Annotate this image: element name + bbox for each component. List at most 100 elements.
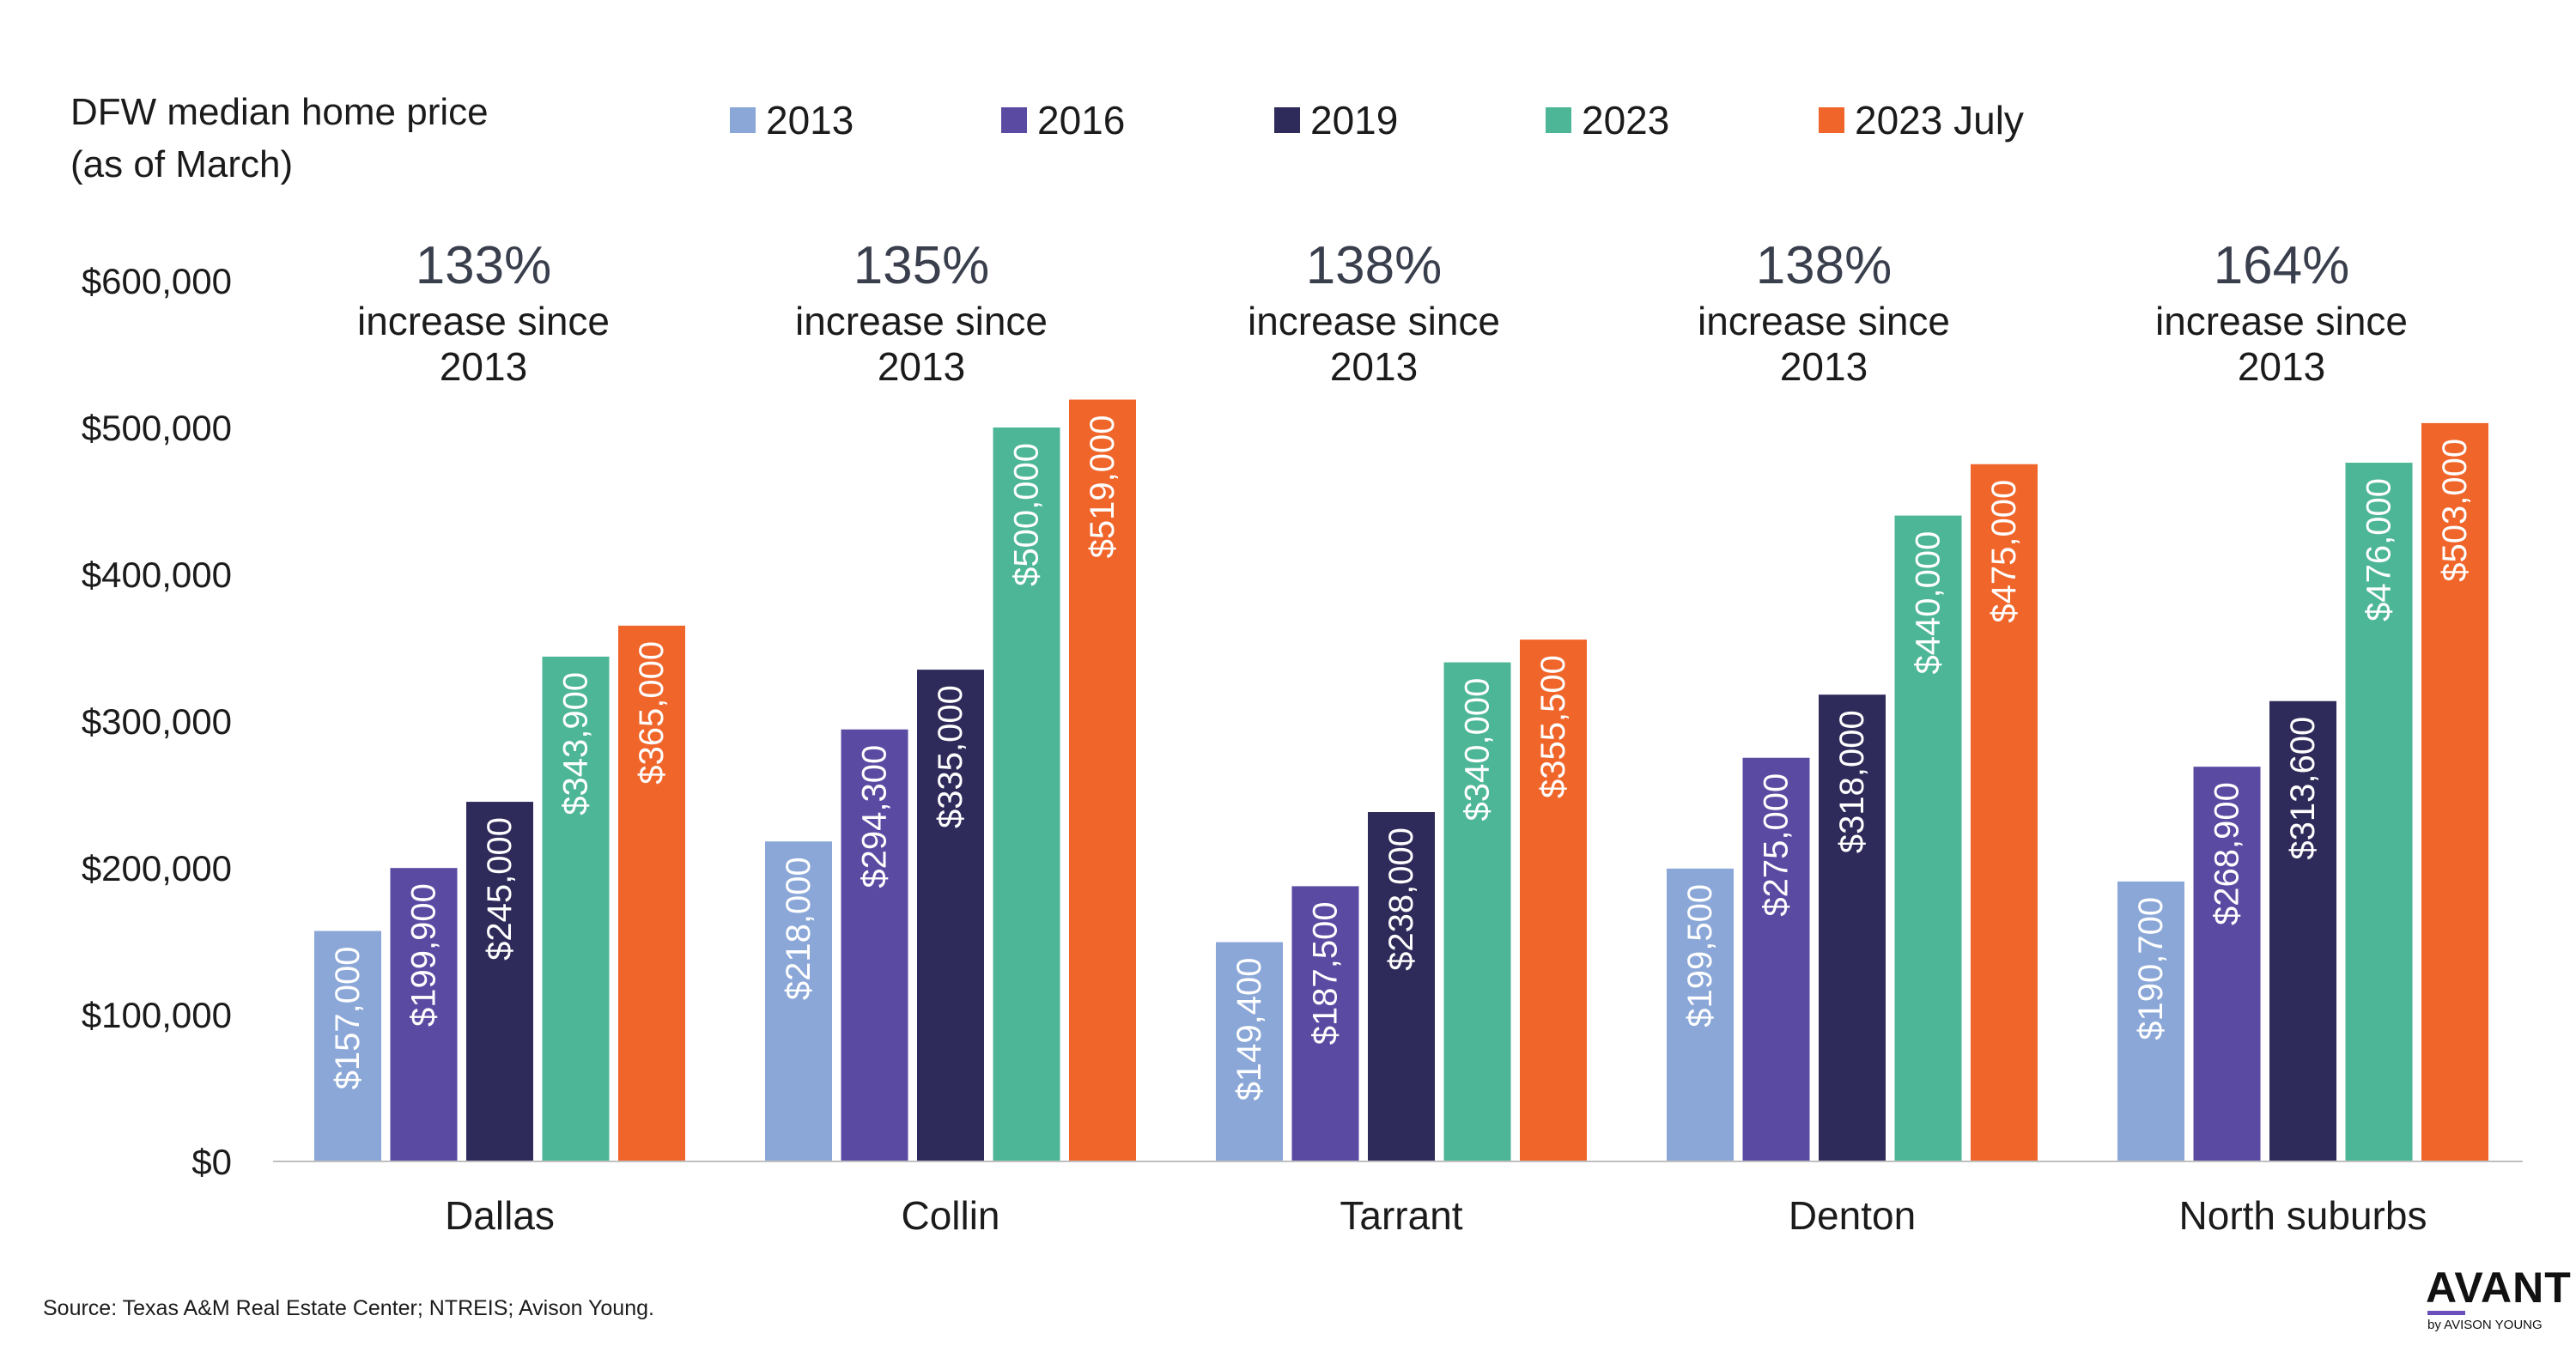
bar: [2269, 700, 2336, 1161]
data-label: $157,000: [329, 947, 367, 1090]
chart-title: DFW median home price (as of March): [70, 91, 489, 185]
increase-text: increase since: [2155, 299, 2408, 343]
data-label: $340,000: [1459, 678, 1497, 822]
data-label: $238,000: [1382, 828, 1420, 971]
x-axis: Dallas Collin Tarrant Denton North suburbs: [273, 1161, 2523, 1238]
bar: [466, 802, 533, 1161]
bar: [542, 656, 610, 1161]
bar-group-denton: $199,500 $275,000 $318,000 $440,000 $475,000: [1667, 464, 2038, 1161]
chart-title-line-1: DFW median home price: [70, 91, 489, 133]
bar: [618, 625, 685, 1161]
legend-swatch: [730, 107, 756, 133]
chart-title-line-2: (as of March): [70, 143, 293, 185]
data-label: $275,000: [1758, 773, 1795, 917]
bar: [1069, 399, 1136, 1161]
bar: [2117, 881, 2184, 1161]
y-tick-label: $600,000: [82, 261, 232, 301]
y-axis: $0 $100,000 $200,000 $300,000 $400,000 $500,0…: [82, 261, 232, 1182]
y-tick-label: $0: [191, 1142, 232, 1182]
bar-group-collin: $218,000 $294,300 $335,000 $500,000 $519,000: [765, 399, 1136, 1161]
bar-group-dallas: $157,000 $199,900 $245,000 $343,900 $365,000: [314, 625, 685, 1161]
data-label: $313,600: [2284, 717, 2322, 860]
y-tick-label: $400,000: [82, 555, 232, 595]
legend-swatch: [1819, 107, 1844, 133]
increase-text: increase since: [1248, 299, 1500, 343]
bar: [1819, 694, 1886, 1161]
bar-group-tarrant: $149,400 $187,500 $238,000 $340,000 $355,500: [1216, 640, 1587, 1161]
x-tick-label: Tarrant: [1340, 1193, 1462, 1238]
bar: [1742, 757, 1810, 1161]
data-label: $268,900: [2208, 782, 2246, 925]
legend-swatch: [1274, 107, 1300, 133]
data-label: $440,000: [1910, 531, 1947, 675]
data-label: $519,000: [1084, 415, 1121, 559]
data-label: $218,000: [780, 857, 817, 1000]
legend-item: 2023: [1546, 98, 1669, 142]
data-label: $149,400: [1230, 958, 1268, 1101]
bar: [1368, 812, 1435, 1161]
bar: [1291, 886, 1359, 1161]
bar: [841, 729, 908, 1161]
increase-percent: 133%: [416, 236, 552, 295]
data-label: $503,000: [2436, 439, 2474, 582]
legend-swatch: [1546, 107, 1571, 133]
data-label: $187,500: [1307, 901, 1345, 1045]
increase-text: increase since: [1698, 299, 1950, 343]
bar: [993, 427, 1060, 1161]
legend-label: 2013: [766, 98, 854, 142]
data-label: $365,000: [633, 641, 671, 785]
increase-percent: 138%: [1306, 236, 1443, 295]
increase-year: 2013: [878, 344, 965, 389]
source-note: Source: Texas A&M Real Estate Center; NT…: [43, 1296, 654, 1320]
bar: [2421, 422, 2488, 1161]
legend-label: 2016: [1037, 98, 1125, 142]
data-label: $199,900: [405, 883, 443, 1027]
bar: [1894, 515, 1962, 1161]
logo-subtitle: by AVISON YOUNG: [2427, 1318, 2543, 1332]
increase-text: increase since: [357, 299, 610, 343]
legend-swatch: [1001, 107, 1027, 133]
bar: [917, 670, 984, 1161]
increase-year: 2013: [1330, 344, 1418, 389]
data-label: $199,500: [1681, 884, 1719, 1028]
increase-percent: 164%: [2214, 236, 2350, 295]
legend-item: 2013: [730, 98, 854, 142]
data-label: $318,000: [1833, 710, 1871, 853]
avant-logo: AVANT by AVISON YOUNG: [2426, 1264, 2572, 1332]
y-tick-label: $300,000: [82, 701, 232, 742]
increase-percent: 135%: [854, 236, 990, 295]
bar: [2193, 767, 2261, 1161]
legend-label: 2023: [1582, 98, 1669, 142]
bar: [765, 841, 832, 1161]
data-label: $245,000: [481, 817, 519, 961]
y-tick-label: $200,000: [82, 848, 232, 888]
x-tick-label: Collin: [901, 1193, 999, 1238]
bar: [1667, 868, 1734, 1161]
legend-item: 2019: [1274, 98, 1398, 142]
bars: $157,000 $199,900 $245,000 $343,900 $365,000…: [314, 399, 2488, 1161]
data-label: $355,500: [1534, 655, 1572, 798]
legend-item: 2016: [1001, 98, 1125, 142]
data-label: $294,300: [856, 745, 894, 888]
bar: [1971, 464, 2038, 1161]
increase-year: 2013: [1780, 344, 1868, 389]
x-tick-label: North suburbs: [2179, 1193, 2427, 1238]
logo-accent-bar: [2427, 1311, 2465, 1315]
increase-percent: 138%: [1756, 236, 1893, 295]
y-tick-label: $500,000: [82, 408, 232, 448]
logo-wordmark: AVANT: [2426, 1264, 2572, 1312]
bar: [314, 931, 381, 1161]
data-label: $343,900: [557, 672, 595, 815]
increase-text: increase since: [795, 299, 1048, 343]
bar-group-north-suburbs: $190,700 $268,900 $313,600 $476,000 $503,000: [2117, 422, 2488, 1161]
data-label: $335,000: [932, 685, 969, 828]
data-label: $476,000: [2360, 478, 2398, 621]
bar: [1443, 662, 1511, 1161]
legend: 2013 2016 2019 2023 2023 July: [730, 98, 2024, 142]
